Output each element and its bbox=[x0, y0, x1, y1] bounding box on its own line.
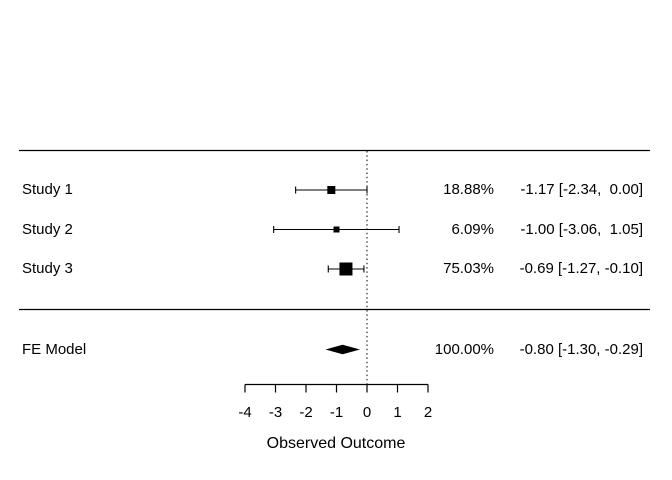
point-estimate-square bbox=[339, 262, 353, 276]
fe-model-estimate: -0.80 [-1.30, -0.29] bbox=[519, 341, 643, 358]
x-tick-label: 2 bbox=[423, 404, 433, 421]
point-estimate-square bbox=[327, 186, 336, 194]
x-axis-title: Observed Outcome bbox=[266, 435, 406, 452]
x-tick-label: -2 bbox=[299, 404, 313, 421]
study-1-label: Study 1 bbox=[22, 181, 73, 198]
x-tick-label: 1 bbox=[393, 404, 402, 421]
point-estimate-square bbox=[333, 226, 340, 233]
fe-model-weight: 100.00% bbox=[434, 341, 494, 358]
x-tick-label: 0 bbox=[362, 404, 372, 421]
fe-model-label: FE Model bbox=[22, 341, 87, 358]
x-tick-label: -3 bbox=[268, 404, 283, 421]
study-3-estimate: -0.69 [-1.27, -0.10] bbox=[519, 260, 643, 277]
study-2-estimate: -1.00 [-3.06, 1.05] bbox=[520, 221, 643, 238]
summary-diamond bbox=[325, 344, 361, 355]
study-3-weight: 75.03% bbox=[443, 260, 494, 277]
x-tick-label: -4 bbox=[238, 404, 252, 421]
x-tick-label: -1 bbox=[329, 404, 344, 421]
study-1-estimate: -1.17 [-2.34, 0.00] bbox=[520, 181, 643, 198]
study-3-label: Study 3 bbox=[22, 260, 73, 277]
study-1-weight: 18.88% bbox=[443, 181, 494, 198]
study-2-weight: 6.09% bbox=[451, 221, 494, 238]
study-2-label: Study 2 bbox=[22, 221, 73, 238]
